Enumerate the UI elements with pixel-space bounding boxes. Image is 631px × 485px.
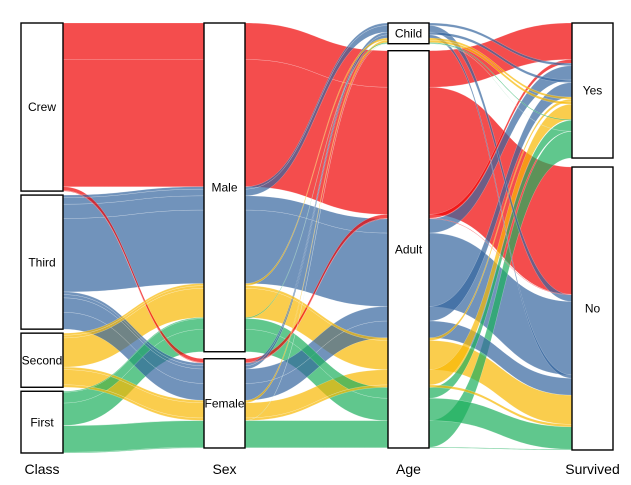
stratum-label-crew: Crew [28,100,56,114]
stratum-label-adult: Adult [395,243,423,257]
stratum-label-second: Second [22,353,63,367]
strata-boxes: Crew Third Second First Class Male Female Sex Ch… [20,22,620,477]
stratum-label-male: Male [211,181,237,195]
stratum-no [571,166,614,451]
stratum-male [203,22,246,353]
stratum-label-first: First [30,415,54,429]
stratum-label-female: Female [204,397,244,411]
stratum-adult [387,50,430,449]
flow-ribbons [62,22,573,454]
flow-crew-male-adult-no [62,59,205,187]
axis-label-sex: Sex [212,461,236,477]
stratum-label-third: Third [28,255,55,269]
stratum-label-no: No [585,302,601,316]
stratum-yes [571,22,614,159]
axis-label-class: Class [24,461,59,477]
stratum-second [20,332,64,388]
stratum-label-child: Child [395,27,422,41]
flow-first-female-adult-yes [244,420,389,448]
stratum-crew [20,22,64,192]
stratum-female [203,358,246,449]
stratum-third [20,194,64,330]
axis-label-age: Age [396,461,421,477]
stratum-label-yes: Yes [583,84,603,98]
axis-label-survived: Survived [565,461,619,477]
flow-first-female-adult-no [244,447,389,449]
stratum-first [20,390,64,454]
flow-third-male-adult-no [62,209,205,293]
stratum-child [387,22,430,45]
flow-crew-male-adult-yes [62,22,205,60]
